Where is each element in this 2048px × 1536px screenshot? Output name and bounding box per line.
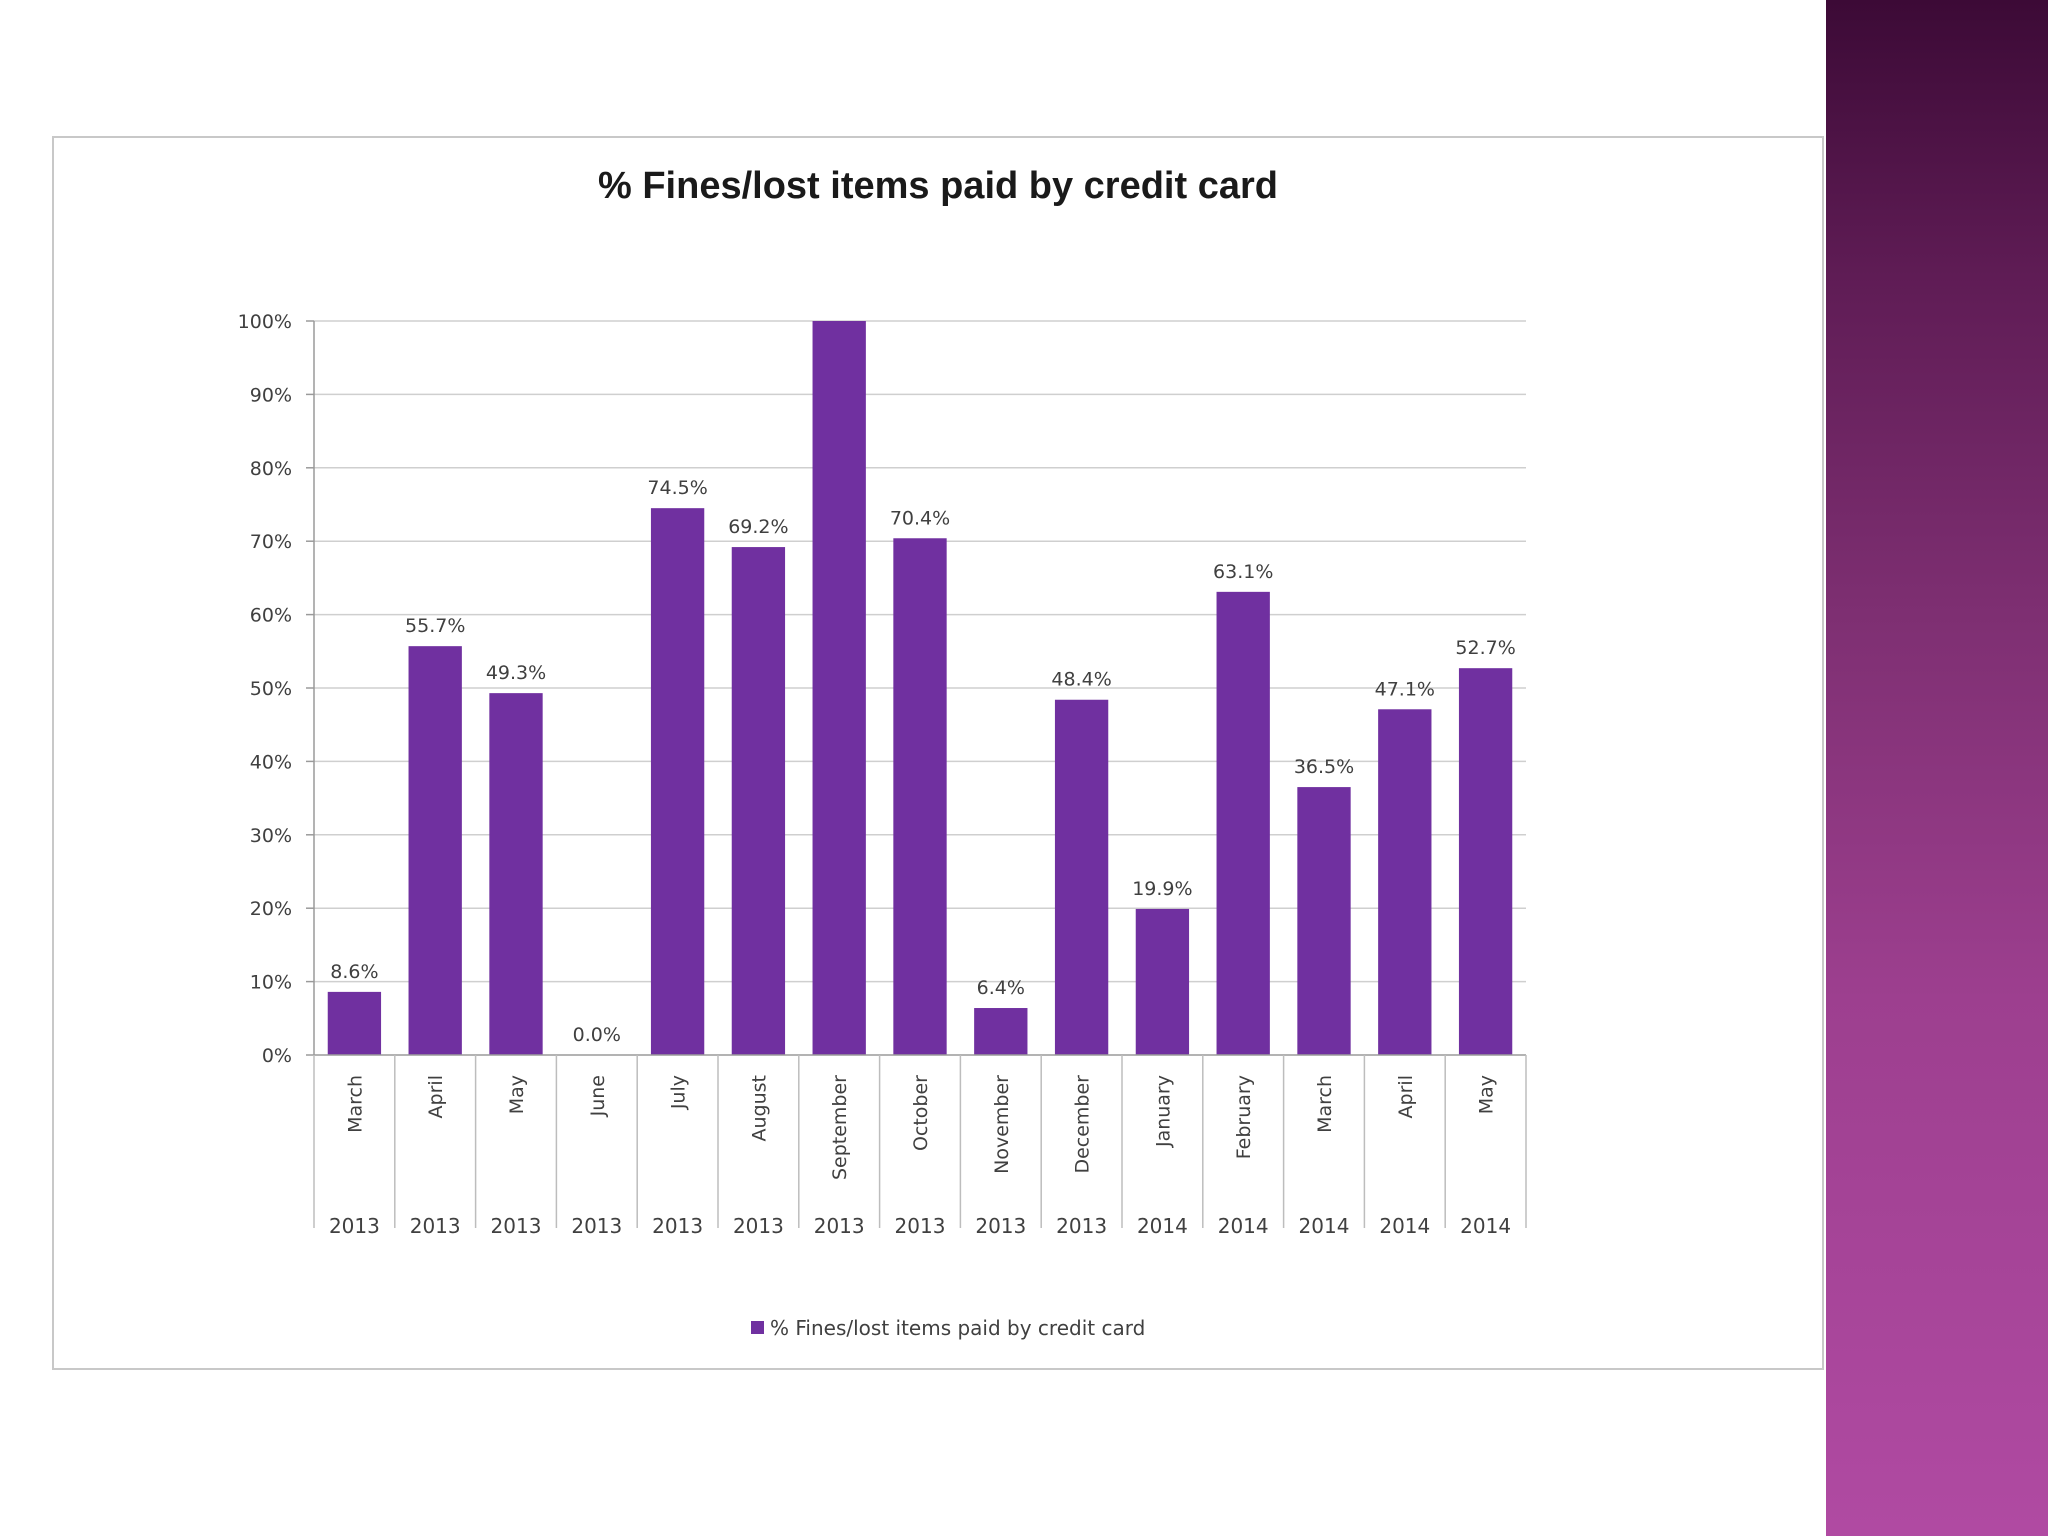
bars: [327, 321, 1513, 1055]
bar-chart: % Fines/lost items paid by credit card 0…: [238, 165, 1527, 1340]
y-tick-label: 30%: [250, 825, 292, 847]
data-label: 52.7%: [1455, 637, 1515, 659]
bar: [974, 1008, 1028, 1055]
month-label: June: [587, 1075, 609, 1117]
year-label: 2013: [814, 1214, 865, 1238]
y-tick-label: 20%: [250, 898, 292, 920]
data-label: 70.4%: [890, 507, 950, 529]
bar: [1216, 591, 1270, 1055]
data-label: 69.2%: [728, 516, 788, 538]
data-label: 36.5%: [1294, 756, 1354, 778]
year-label: 2014: [1218, 1214, 1269, 1238]
year-label: 2013: [1056, 1214, 1107, 1238]
year-label: 2014: [1460, 1214, 1511, 1238]
y-tick-label: 70%: [250, 531, 292, 553]
year-label: 2013: [491, 1214, 542, 1238]
month-label: February: [1233, 1075, 1255, 1159]
year-label: 2014: [1379, 1214, 1430, 1238]
month-label: May: [1476, 1075, 1498, 1114]
y-tick-label: 50%: [250, 678, 292, 700]
year-label: 2013: [329, 1214, 380, 1238]
bar: [327, 991, 382, 1055]
data-label: 49.3%: [486, 662, 546, 684]
data-label: 47.1%: [1375, 678, 1435, 700]
bar: [1054, 699, 1109, 1055]
data-label: 63.1%: [1213, 561, 1273, 583]
year-label: 2013: [733, 1214, 784, 1238]
chart-frame: % Fines/lost items paid by credit card 0…: [52, 136, 1824, 1370]
data-label: 6.4%: [977, 977, 1025, 999]
bar: [1458, 668, 1513, 1055]
data-label: 48.4%: [1051, 669, 1111, 691]
chart-title: % Fines/lost items paid by credit card: [598, 165, 1278, 207]
month-label: January: [1152, 1075, 1174, 1148]
year-label: 2013: [975, 1214, 1026, 1238]
month-label: November: [991, 1075, 1013, 1174]
year-label: 2013: [571, 1214, 622, 1238]
y-tick-label: 80%: [250, 458, 292, 480]
bar: [812, 321, 866, 1055]
month-label: May: [506, 1075, 528, 1114]
year-label: 2013: [410, 1214, 461, 1238]
y-tick-label: 60%: [250, 605, 292, 627]
bar: [1378, 709, 1432, 1055]
year-label: 2014: [1137, 1214, 1188, 1238]
month-label: December: [1072, 1075, 1094, 1174]
data-label: 19.9%: [1132, 878, 1192, 900]
bar: [650, 508, 705, 1055]
axes: 0% 10% 20% 30% 40% 50% 60% 70% 80% 90% 100%: [238, 311, 1527, 1228]
bar: [893, 538, 947, 1055]
month-label: July: [668, 1075, 690, 1110]
y-tick-label: 90%: [250, 384, 292, 406]
data-label: 8.6%: [330, 961, 378, 983]
decorative-side-bar: [1826, 0, 2048, 1536]
data-label: 0.0%: [573, 1024, 621, 1046]
year-label: 2014: [1299, 1214, 1350, 1238]
month-label: September: [829, 1075, 851, 1180]
year-label: 2013: [652, 1214, 703, 1238]
bar: [1135, 908, 1190, 1055]
month-label: March: [344, 1075, 366, 1133]
y-tick-label: 100%: [238, 311, 292, 333]
data-labels: 8.6% 55.7% 49.3% 0.0% 74.5% 69.2% 70.4% 6.4% 48.…: [330, 477, 1516, 1046]
month-label: March: [1314, 1075, 1336, 1133]
y-tick-label: 0%: [262, 1045, 292, 1067]
month-label: April: [425, 1075, 447, 1118]
month-label: April: [1395, 1075, 1417, 1118]
bar: [731, 547, 786, 1055]
category-axis-labels: March 2013 April 2013 May 2013 June 2013 July 201…: [329, 1075, 1511, 1238]
month-label: October: [910, 1075, 932, 1151]
legend: % Fines/lost items paid by credit card: [751, 1316, 1145, 1340]
y-tick-label: 10%: [250, 972, 292, 994]
y-tick-label: 40%: [250, 751, 292, 773]
bar: [1297, 787, 1351, 1055]
bar: [408, 646, 462, 1055]
data-label: 74.5%: [647, 477, 707, 499]
legend-label: % Fines/lost items paid by credit card: [770, 1316, 1145, 1340]
year-label: 2013: [895, 1214, 946, 1238]
bar: [489, 693, 543, 1055]
legend-swatch: [751, 1321, 764, 1334]
month-label: August: [748, 1075, 770, 1142]
data-label: 55.7%: [405, 615, 465, 637]
